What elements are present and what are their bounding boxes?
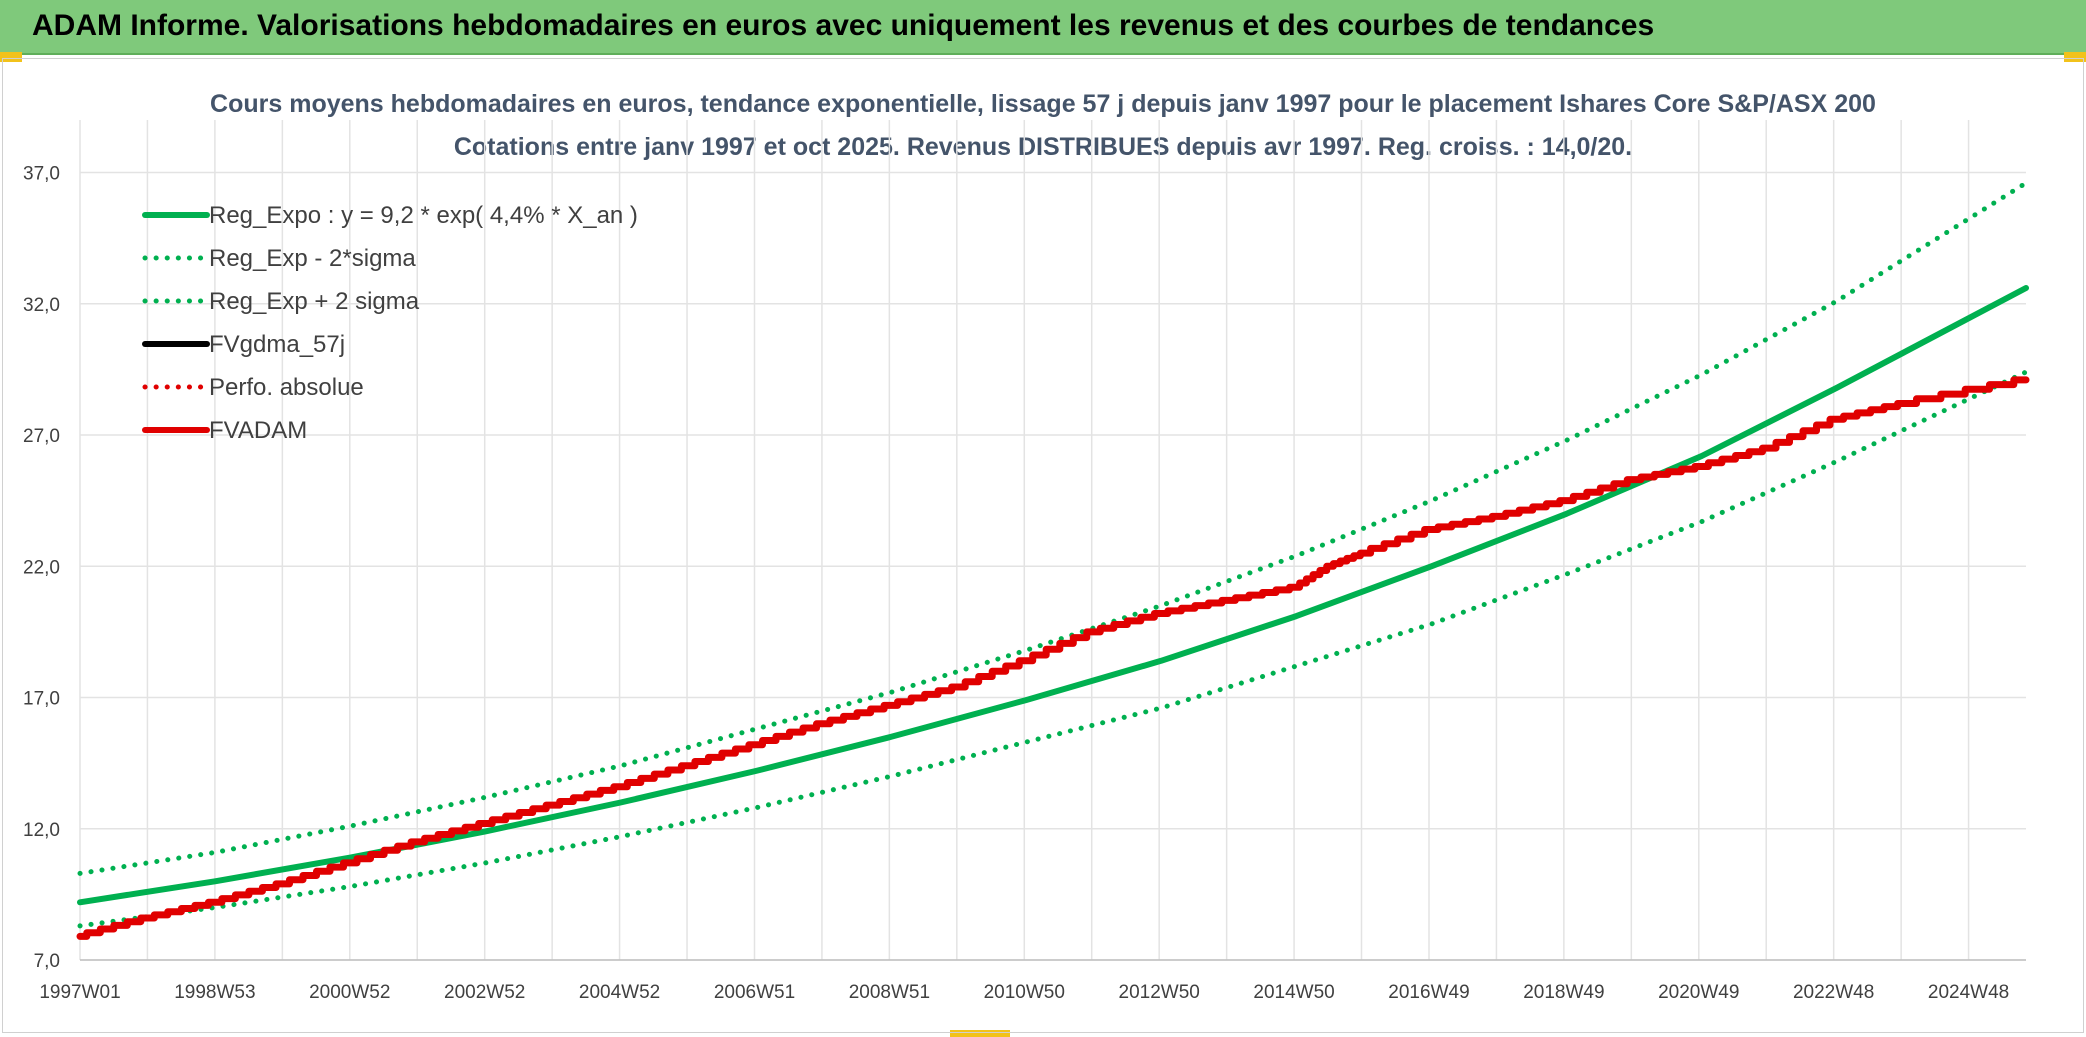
series-line-2	[77, 180, 2029, 876]
report-banner: ADAM Informe. Valorisations hebdomadaire…	[0, 0, 2086, 55]
legend-label: FVADAM	[209, 417, 307, 444]
legend-label: Reg_Exp + 2 sigma	[209, 288, 420, 315]
series-line-5	[76, 376, 2030, 940]
legend: Reg_Expo : y = 9,2 * exp( 4,4% * X_an ) R…	[142, 202, 638, 444]
legend-label: Reg_Exp - 2*sigma	[209, 245, 416, 272]
chart-title: Cours moyens hebdomadaires en euros, ten…	[210, 90, 1876, 118]
chart-frame	[2, 58, 2084, 1033]
x-tick-label: 2012W50	[1119, 982, 1200, 1003]
y-tick-label: 7,0	[34, 951, 60, 972]
x-tick-label: 2024W48	[1928, 982, 2009, 1003]
x-tick-label: 2008W51	[849, 982, 930, 1003]
x-tick-label: 1997W01	[39, 982, 120, 1003]
grid-layer	[79, 120, 2026, 961]
x-tick-label: 2010W50	[984, 982, 1065, 1003]
x-tick-label: 2020W49	[1658, 982, 1739, 1003]
corner-accent-left	[0, 52, 22, 62]
chart-subtitle: Cotations entre janv 1997 et oct 2025. R…	[454, 133, 1632, 161]
y-tick-label: 12,0	[23, 820, 60, 841]
legend-label: Perfo. absolue	[209, 374, 364, 401]
x-tick-label: 2004W52	[579, 982, 660, 1003]
y-tick-label: 17,0	[23, 689, 60, 710]
axis-layer: 7,0 12,0 17,0 22,0 27,0 32,0 37,0 1997W01 1998W5…	[23, 164, 2026, 1003]
series-line-1	[77, 369, 2029, 929]
x-tick-label: 2002W52	[444, 982, 525, 1003]
x-tick-label: 1998W53	[174, 982, 255, 1003]
bottom-accent	[950, 1030, 1010, 1037]
corner-accent-right	[2064, 52, 2086, 62]
report-title: ADAM Informe. Valorisations hebdomadaire…	[32, 9, 1655, 42]
legend-label: FVgdma_57j	[209, 331, 345, 358]
y-tick-label: 32,0	[23, 295, 60, 316]
x-tick-label: 2014W50	[1253, 982, 1334, 1003]
legend-label: Reg_Expo : y = 9,2 * exp( 4,4% * X_an )	[209, 202, 638, 229]
x-tick-label: 2016W49	[1388, 982, 1469, 1003]
series-layer	[76, 180, 2030, 940]
x-tick-label: 2006W51	[714, 982, 795, 1003]
y-tick-label: 22,0	[23, 557, 60, 578]
y-tick-label: 27,0	[23, 426, 60, 447]
x-tick-label: 2022W48	[1793, 982, 1874, 1003]
y-tick-label: 37,0	[23, 164, 60, 185]
x-tick-label: 2000W52	[309, 982, 390, 1003]
series-line-0	[77, 285, 2029, 906]
x-tick-label: 2018W49	[1523, 982, 1604, 1003]
